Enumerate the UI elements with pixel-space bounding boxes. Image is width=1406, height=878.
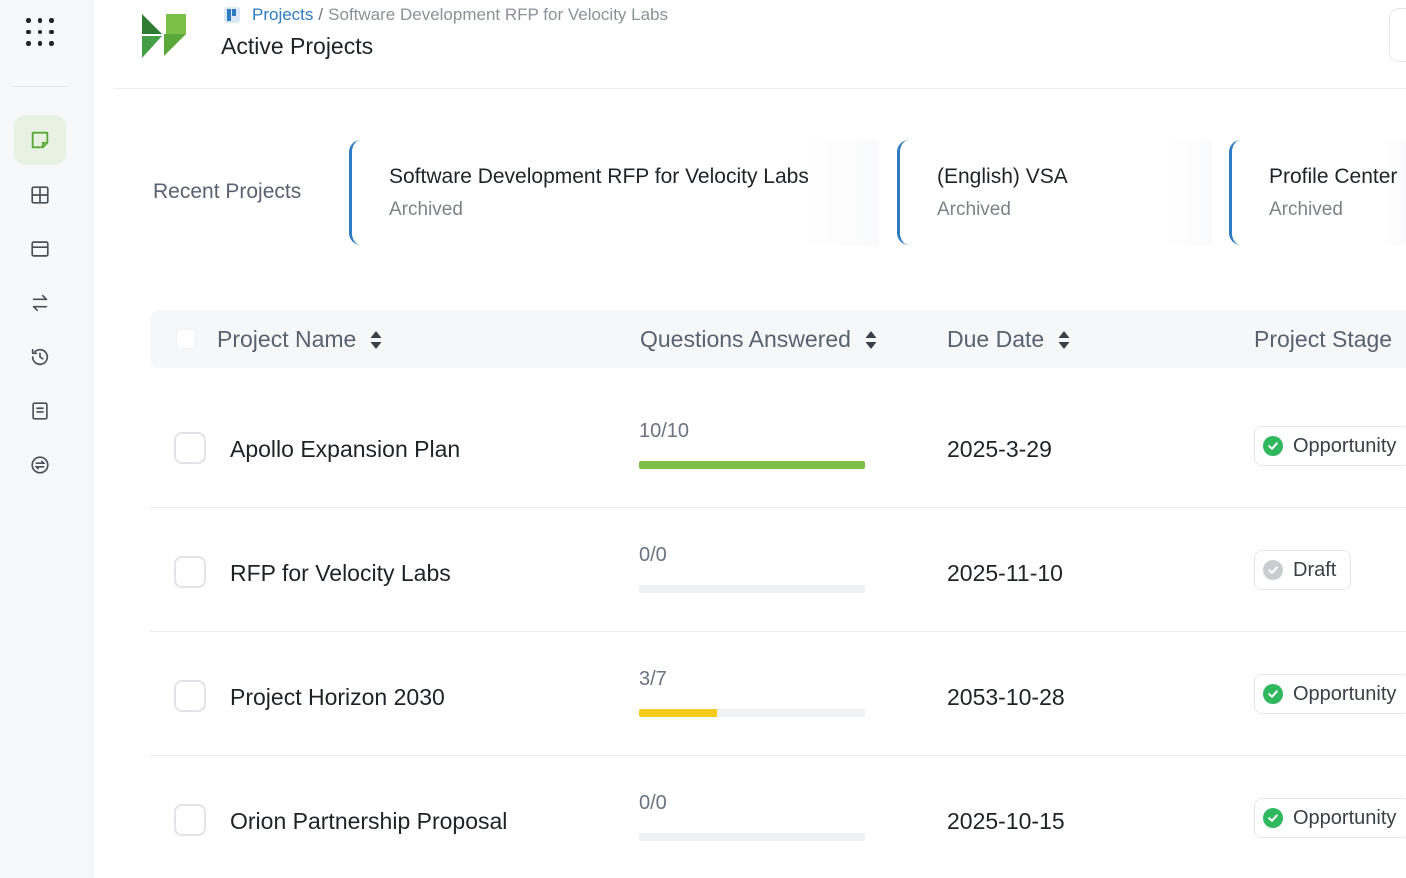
stage-badge[interactable]: Opportunity	[1254, 798, 1406, 838]
company-logo	[142, 14, 186, 58]
sort-icon[interactable]	[864, 329, 878, 351]
questions-progress-bar	[639, 585, 865, 593]
questions-answered-count: 0/0	[639, 544, 667, 566]
row-checkbox[interactable]	[174, 804, 206, 836]
stage-status-icon	[1263, 684, 1283, 704]
sort-icon[interactable]	[369, 329, 383, 351]
sidebar-item-exchange[interactable]	[14, 440, 66, 490]
column-header-project-stage[interactable]: Project Stage	[1254, 326, 1392, 353]
questions-answered-count: 3/7	[639, 668, 667, 690]
project-name[interactable]: Orion Partnership Proposal	[230, 808, 508, 834]
stage-status-icon	[1263, 560, 1283, 580]
breadcrumb-separator: /	[318, 5, 324, 24]
note-icon	[31, 131, 49, 149]
table-row[interactable]: Apollo Expansion Plan 10/10 2025-3-29 Op…	[150, 384, 1406, 508]
document-icon	[32, 402, 48, 420]
sidebar-divider	[12, 86, 68, 87]
table-row[interactable]: Project Horizon 2030 3/7 2053-10-28 Oppo…	[150, 632, 1406, 756]
sidebar-item-window[interactable]	[14, 224, 66, 274]
window-icon	[31, 241, 49, 257]
table-grid-icon	[31, 186, 49, 204]
stage-label: Opportunity	[1293, 682, 1397, 705]
header-action-button[interactable]	[1389, 8, 1406, 62]
recent-project-name: (English) VSA	[937, 165, 1068, 188]
sidebar	[0, 0, 93, 878]
stage-label: Opportunity	[1293, 806, 1397, 829]
row-checkbox[interactable]	[174, 432, 206, 464]
sort-icon[interactable]	[1057, 329, 1071, 351]
page-title: Active Projects	[221, 33, 374, 59]
stage-badge[interactable]: Draft	[1254, 550, 1352, 590]
column-header-due-date[interactable]: Due Date	[947, 326, 1071, 353]
recent-project-status: Archived	[937, 199, 1011, 220]
column-label: Project Stage	[1254, 326, 1393, 352]
recent-project-name: Software Development RFP for Velocity La…	[389, 165, 809, 188]
sidebar-item-history[interactable]	[14, 332, 66, 382]
stage-badge[interactable]: Opportunity	[1254, 426, 1406, 466]
recent-project-card[interactable]: Profile Center Archived	[1229, 140, 1406, 245]
column-label: Due Date	[947, 326, 1045, 352]
swap-arrows-icon	[32, 294, 48, 312]
table-row[interactable]: Orion Partnership Proposal 0/0 2025-10-1…	[150, 756, 1406, 878]
apps-grid-icon[interactable]	[26, 18, 54, 46]
column-label: Project Name	[217, 326, 357, 352]
table-row[interactable]: RFP for Velocity Labs 0/0 2025-11-10 Dra…	[150, 508, 1406, 632]
sidebar-item-notes[interactable]	[14, 115, 66, 165]
questions-progress-bar	[639, 709, 865, 717]
sidebar-item-transfer[interactable]	[14, 278, 66, 328]
recent-project-card[interactable]: Software Development RFP for Velocity La…	[349, 140, 879, 245]
breadcrumb: Projects / Software Development RFP for …	[222, 5, 668, 25]
due-date: 2025-10-15	[947, 808, 1065, 834]
project-name[interactable]: RFP for Velocity Labs	[230, 560, 451, 586]
column-label: Questions Answered	[640, 326, 851, 352]
project-board-icon	[224, 7, 240, 23]
questions-answered-count: 10/10	[639, 420, 690, 442]
due-date: 2025-3-29	[947, 436, 1052, 462]
header-divider	[113, 88, 1406, 89]
table-header: Project Name Questions Answered Due Date…	[150, 310, 1406, 368]
recent-project-status: Archived	[1269, 199, 1343, 220]
stage-status-icon	[1263, 436, 1283, 456]
breadcrumb-projects-link[interactable]: Projects	[252, 5, 314, 24]
stage-status-icon	[1263, 808, 1283, 828]
recent-project-status: Archived	[389, 199, 463, 220]
stage-label: Draft	[1293, 558, 1337, 581]
stage-badge[interactable]: Opportunity	[1254, 674, 1406, 714]
breadcrumb-current: Software Development RFP for Velocity La…	[328, 5, 669, 24]
project-name[interactable]: Apollo Expansion Plan	[230, 436, 461, 462]
questions-answered-count: 0/0	[639, 792, 667, 814]
project-name[interactable]: Project Horizon 2030	[230, 684, 445, 710]
due-date: 2053-10-28	[947, 684, 1065, 710]
recent-projects-label: Recent Projects	[153, 180, 302, 203]
column-header-questions-answered[interactable]: Questions Answered	[640, 326, 878, 353]
questions-progress-bar	[639, 833, 865, 841]
sidebar-item-documents[interactable]	[14, 386, 66, 436]
exchange-circle-icon	[31, 456, 49, 474]
column-header-project-name[interactable]: Project Name	[217, 326, 383, 353]
history-icon	[31, 348, 49, 366]
questions-progress-bar	[639, 461, 865, 469]
row-checkbox[interactable]	[174, 680, 206, 712]
progress-fill	[639, 461, 865, 469]
recent-project-card[interactable]: (English) VSA Archived	[897, 140, 1212, 245]
select-all-checkbox[interactable]	[176, 329, 196, 349]
due-date: 2025-11-10	[947, 560, 1063, 586]
stage-label: Opportunity	[1293, 434, 1397, 457]
sidebar-item-tables[interactable]	[14, 170, 66, 220]
row-checkbox[interactable]	[174, 556, 206, 588]
recent-project-name: Profile Center	[1269, 165, 1398, 188]
progress-fill	[639, 709, 717, 717]
